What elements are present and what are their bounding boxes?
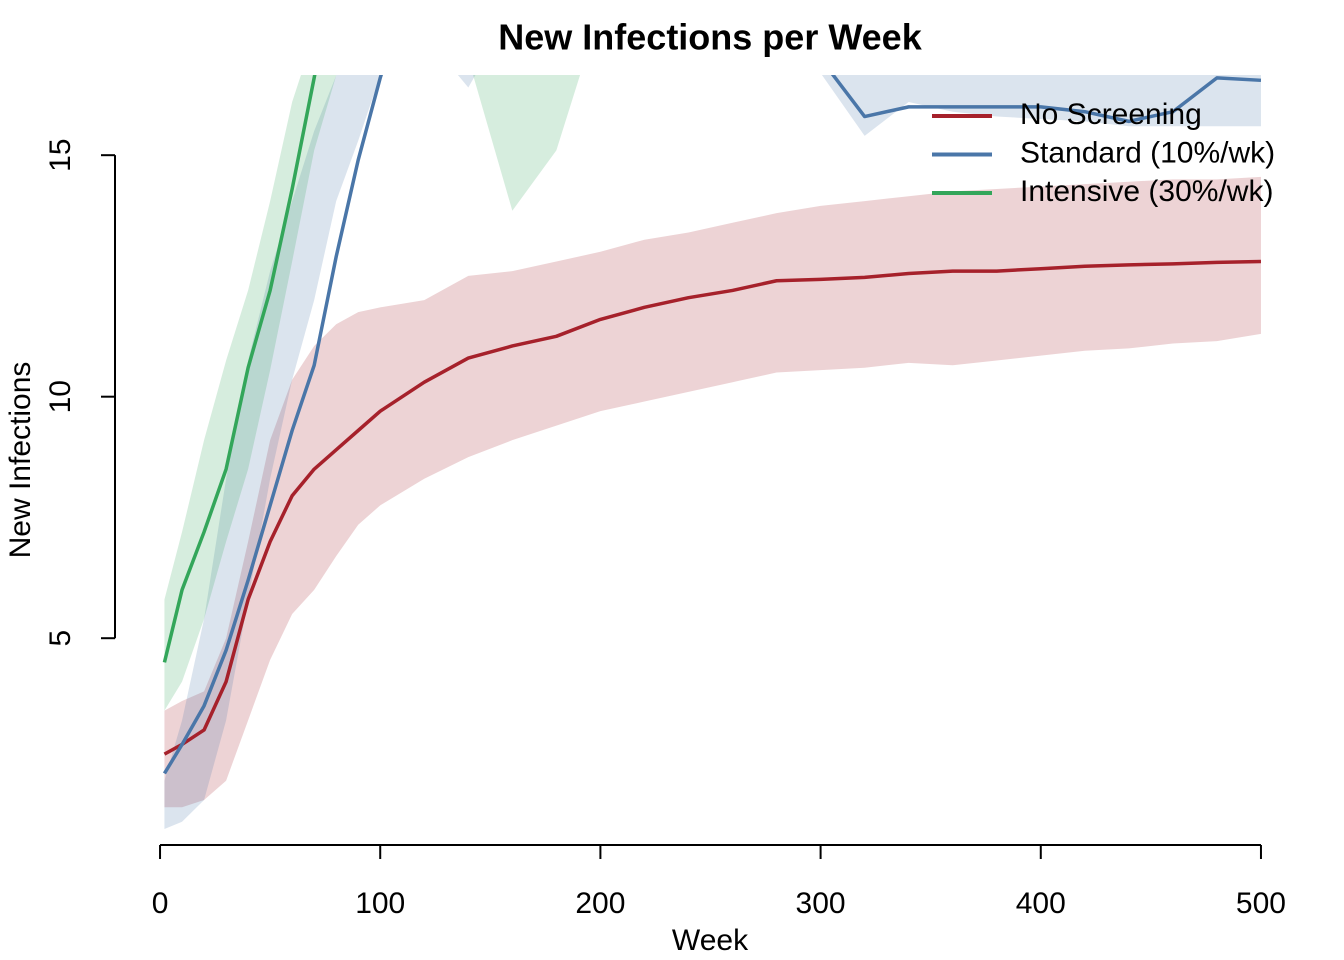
x-tick-label: 200: [575, 887, 625, 920]
series-line: [162, 75, 1262, 775]
series-line: [162, 75, 317, 663]
series-line: [163, 259, 1261, 756]
legend-label: No Screening: [1020, 98, 1202, 131]
x-tick-label: 500: [1236, 887, 1286, 920]
chart-title: New Infections per Week: [498, 17, 922, 58]
confidence-band: [164, 176, 1261, 808]
y-tick-label: 15: [44, 138, 77, 171]
legend-label: Intensive (30%/wk): [1020, 175, 1273, 208]
x-axis-label: Week: [672, 924, 749, 957]
x-tick-label: 400: [1016, 887, 1066, 920]
x-tick-label: 300: [796, 887, 846, 920]
y-axis-label: New Infections: [4, 362, 37, 559]
legend-label: Standard (10%/wk): [1020, 136, 1275, 169]
x-tick-label: 100: [355, 887, 405, 920]
plot-area: [162, 75, 1262, 829]
confidence-band: [164, 75, 581, 711]
y-tick-label: 5: [44, 630, 77, 647]
y-tick-label: 10: [44, 380, 77, 413]
x-tick-label: 0: [152, 887, 169, 920]
